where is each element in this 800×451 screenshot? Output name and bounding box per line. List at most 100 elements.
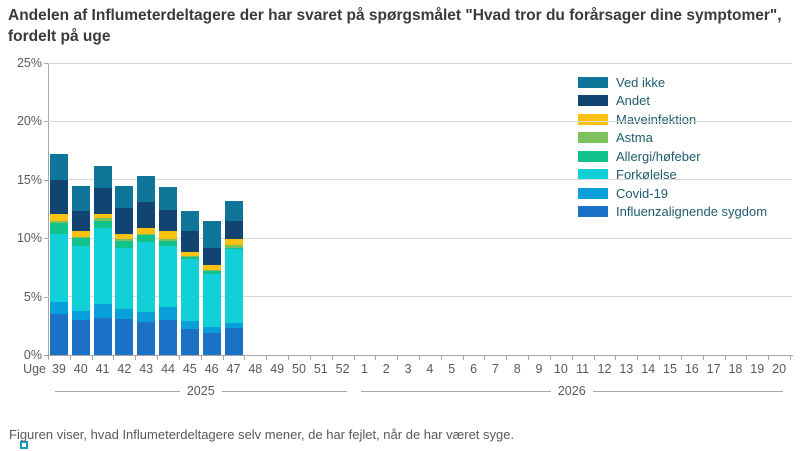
x-axis-label-week-3: 3 bbox=[404, 362, 412, 376]
bar-week-44-segment-covid-19[interactable] bbox=[159, 307, 178, 320]
bar-week-44-segment-astma[interactable] bbox=[159, 239, 178, 241]
bar-week-42-segment-covid-19[interactable] bbox=[115, 309, 134, 319]
bar-week-42-segment-maveinfektion[interactable] bbox=[115, 233, 134, 240]
bar-week-41-segment-covid-19[interactable] bbox=[93, 303, 112, 318]
x-axis-tick bbox=[157, 356, 159, 360]
bar-week-41-segment-ved-ikke[interactable] bbox=[93, 165, 112, 188]
bar-week-39-segment-maveinfektion[interactable] bbox=[49, 213, 68, 221]
legend-item-fork-lelse[interactable]: Forkølelse bbox=[578, 167, 767, 182]
bar-week-40-segment-allergi-h-feber[interactable] bbox=[71, 238, 90, 247]
bar-week-40-segment-ved-ikke[interactable] bbox=[71, 185, 90, 212]
x-axis-tick bbox=[200, 356, 202, 360]
x-axis-tick bbox=[266, 356, 268, 360]
bar-week-46-segment-covid-19[interactable] bbox=[202, 326, 221, 333]
bar-week-43-segment-allergi-h-feber[interactable] bbox=[137, 234, 156, 242]
bar-week-41-segment-maveinfektion[interactable] bbox=[93, 213, 112, 219]
x-axis-tick bbox=[113, 356, 115, 360]
x-axis-tick bbox=[244, 356, 246, 360]
y-gridline-25 bbox=[48, 62, 792, 64]
bar-week-45-segment-fork-lelse[interactable] bbox=[180, 259, 199, 322]
bar-week-40-segment-andet[interactable] bbox=[71, 211, 90, 232]
bar-week-45-segment-astma[interactable] bbox=[180, 255, 199, 257]
bar-week-43-segment-ved-ikke[interactable] bbox=[137, 176, 156, 202]
bar-week-45-segment-allergi-h-feber[interactable] bbox=[180, 256, 199, 260]
bar-week-41-segment-allergi-h-feber[interactable] bbox=[93, 220, 112, 228]
bar-week-41-segment-astma[interactable] bbox=[93, 218, 112, 221]
bar-week-40-segment-astma[interactable] bbox=[71, 237, 90, 239]
bar-week-42-segment-astma[interactable] bbox=[115, 239, 134, 241]
bar-week-44-segment-influenzalignende-sygdom[interactable] bbox=[159, 319, 178, 355]
bar-week-39-segment-fork-lelse[interactable] bbox=[49, 233, 68, 303]
bar-week-47-segment-influenzalignende-sygdom[interactable] bbox=[224, 328, 243, 355]
legend-item-influenzalignende-sygdom[interactable]: Influenzalignende sygdom bbox=[578, 204, 767, 219]
legend-item-label: Allergi/høfeber bbox=[616, 148, 701, 164]
bar-week-43-segment-influenzalignende-sygdom[interactable] bbox=[137, 322, 156, 355]
bar-week-46-segment-maveinfektion[interactable] bbox=[202, 265, 221, 270]
bar-week-40-segment-covid-19[interactable] bbox=[71, 310, 90, 320]
bar-week-43-segment-andet[interactable] bbox=[137, 201, 156, 228]
bar-week-46-segment-fork-lelse[interactable] bbox=[202, 274, 221, 327]
bar-week-45-segment-influenzalignende-sygdom[interactable] bbox=[180, 329, 199, 355]
bar-week-44-segment-fork-lelse[interactable] bbox=[159, 246, 178, 308]
bar-week-45-segment-maveinfektion[interactable] bbox=[180, 252, 199, 256]
x-axis-label-week-7: 7 bbox=[491, 362, 499, 376]
x-axis-label-week-41: 41 bbox=[95, 362, 110, 376]
bar-week-43-segment-astma[interactable] bbox=[137, 233, 156, 235]
bar-week-47-segment-fork-lelse[interactable] bbox=[224, 248, 243, 324]
bar-week-46-segment-andet[interactable] bbox=[202, 247, 221, 266]
bar-week-47-segment-andet[interactable] bbox=[224, 220, 243, 240]
x-axis-label-week-8: 8 bbox=[513, 362, 521, 376]
bar-week-46-segment-allergi-h-feber[interactable] bbox=[202, 270, 221, 275]
bar-week-47-segment-ved-ikke[interactable] bbox=[224, 200, 243, 221]
year-group-2025: 2025 bbox=[55, 383, 347, 399]
bar-week-46-segment-influenzalignende-sygdom[interactable] bbox=[202, 332, 221, 355]
bar-week-41-segment-andet[interactable] bbox=[93, 187, 112, 214]
bar-week-42-segment-ved-ikke[interactable] bbox=[115, 185, 134, 208]
bar-week-42-segment-allergi-h-feber[interactable] bbox=[115, 240, 134, 248]
bar-week-47-segment-allergi-h-feber[interactable] bbox=[224, 247, 243, 249]
bar-week-41-segment-influenzalignende-sygdom[interactable] bbox=[93, 317, 112, 355]
y-axis-tick-label: 25% bbox=[16, 56, 42, 70]
legend-item-andet[interactable]: Andet bbox=[578, 93, 767, 108]
legend-item-ved-ikke[interactable]: Ved ikke bbox=[578, 75, 767, 90]
bar-week-39-segment-astma[interactable] bbox=[49, 220, 68, 223]
bar-week-43-segment-covid-19[interactable] bbox=[137, 311, 156, 323]
bar-week-45-segment-andet[interactable] bbox=[180, 231, 199, 253]
bar-week-45-segment-ved-ikke[interactable] bbox=[180, 211, 199, 232]
y-axis-tick bbox=[44, 121, 48, 123]
bar-week-39-segment-andet[interactable] bbox=[49, 179, 68, 214]
bar-week-40-segment-fork-lelse[interactable] bbox=[71, 246, 90, 311]
bar-week-44-segment-maveinfektion[interactable] bbox=[159, 231, 178, 240]
x-axis-tick bbox=[528, 356, 530, 360]
legend-item-allergi-h-feber[interactable]: Allergi/høfeber bbox=[578, 148, 767, 164]
y-axis-tick-label: 0% bbox=[23, 348, 42, 362]
bar-week-46-segment-astma[interactable] bbox=[202, 269, 221, 271]
bar-week-47-segment-maveinfektion[interactable] bbox=[224, 239, 243, 246]
bar-week-44-segment-allergi-h-feber[interactable] bbox=[159, 240, 178, 247]
bar-week-42-segment-andet[interactable] bbox=[115, 207, 134, 234]
bar-week-44-segment-ved-ikke[interactable] bbox=[159, 186, 178, 211]
legend-item-maveinfektion[interactable]: Maveinfektion bbox=[578, 112, 767, 127]
bar-week-47-segment-astma[interactable] bbox=[224, 245, 243, 248]
bar-week-46-segment-ved-ikke[interactable] bbox=[202, 220, 221, 248]
legend-item-astma[interactable]: Astma bbox=[578, 130, 767, 145]
bar-week-39-segment-ved-ikke[interactable] bbox=[49, 154, 68, 180]
bar-week-43-segment-fork-lelse[interactable] bbox=[137, 241, 156, 312]
bar-week-40-segment-maveinfektion[interactable] bbox=[71, 231, 90, 238]
bar-week-40-segment-influenzalignende-sygdom[interactable] bbox=[71, 319, 90, 355]
bar-week-42-segment-influenzalignende-sygdom[interactable] bbox=[115, 318, 134, 355]
x-axis-tick bbox=[288, 356, 290, 360]
bar-week-41-segment-fork-lelse[interactable] bbox=[93, 227, 112, 304]
bar-week-39-segment-influenzalignende-sygdom[interactable] bbox=[49, 314, 68, 355]
legend-item-covid-19[interactable]: Covid-19 bbox=[578, 186, 767, 201]
x-axis-tick bbox=[48, 356, 49, 360]
bar-week-45-segment-covid-19[interactable] bbox=[180, 321, 199, 330]
bar-week-39-segment-allergi-h-feber[interactable] bbox=[49, 223, 68, 234]
bar-week-42-segment-fork-lelse[interactable] bbox=[115, 247, 134, 310]
x-axis-label-week-49: 49 bbox=[270, 362, 285, 376]
bar-week-47-segment-covid-19[interactable] bbox=[224, 323, 243, 329]
bar-week-43-segment-maveinfektion[interactable] bbox=[137, 227, 156, 234]
bar-week-44-segment-andet[interactable] bbox=[159, 210, 178, 232]
bar-week-39-segment-covid-19[interactable] bbox=[49, 302, 68, 315]
cut-off-ui-element bbox=[20, 441, 28, 449]
